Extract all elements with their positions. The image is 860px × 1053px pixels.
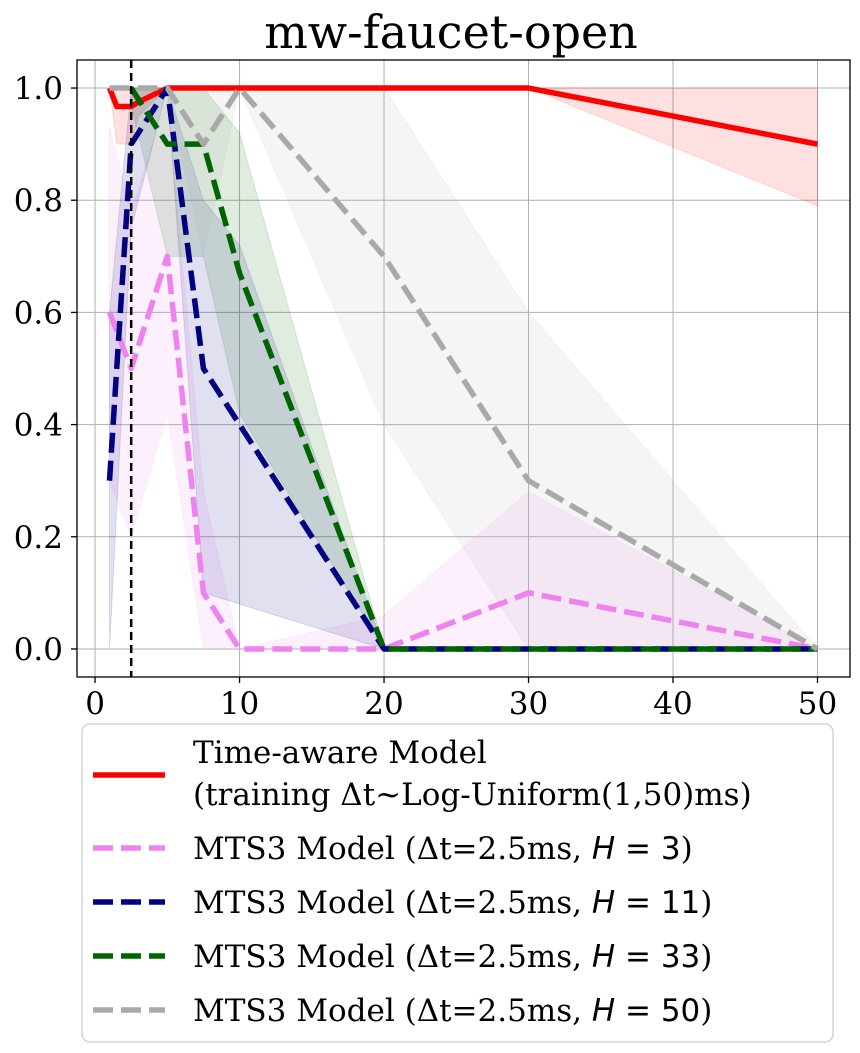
legend-label-2-h: H	[592, 885, 625, 921]
legend-label-1-prefix: MTS3 Model (Δt=2.5ms,	[193, 831, 592, 867]
x-tick-label-0: 0	[85, 686, 105, 722]
legend-label-3: MTS3 Model (Δt=2.5ms, H = 33)	[193, 939, 712, 975]
legend-label-1: MTS3 Model (Δt=2.5ms, H = 3)	[193, 831, 693, 867]
series-line-3	[128, 86, 818, 652]
legend: Time-aware Model (training Δt~Log-Uniform…	[81, 723, 834, 1043]
confidence-bands	[108, 86, 819, 650]
x-tick-label-4: 40	[653, 686, 692, 722]
legend-label-3-close: )	[700, 939, 712, 975]
chart-title: mw-faucet-open	[264, 5, 638, 59]
y-tick-label-4: 0.8	[14, 183, 63, 219]
legend-frame	[81, 723, 834, 1043]
legend-label-3-value: = 33	[625, 939, 700, 975]
legend-label-4: MTS3 Model (Δt=2.5ms, H = 50)	[193, 993, 712, 1029]
legend-label-3-h: H	[592, 939, 625, 975]
y-tick-label-2: 0.4	[14, 408, 63, 444]
legend-label-0-line-1: (training Δt~Log-Uniform(1,50)ms)	[193, 777, 752, 813]
y-axis-ticks: 0.0 0.2 0.4 0.6 0.8 1.0	[14, 71, 77, 668]
legend-label-4-value: = 50	[625, 993, 700, 1029]
series-line-0	[106, 85, 819, 147]
x-tick-label-1: 10	[220, 686, 259, 722]
y-tick-label-5: 1.0	[14, 71, 63, 107]
legend-label-0-line-0: Time-aware Model	[193, 735, 487, 771]
y-tick-label-3: 0.6	[14, 295, 63, 331]
x-axis-ticks: 0 10 20 30 40 50	[85, 677, 837, 722]
legend-label-2-prefix: MTS3 Model (Δt=2.5ms,	[193, 885, 592, 921]
legend-label-1-value: = 3	[625, 831, 681, 867]
x-tick-label-2: 20	[364, 686, 403, 722]
x-tick-label-3: 30	[509, 686, 548, 722]
series-lines	[106, 85, 819, 652]
legend-label-1-close: )	[681, 831, 693, 867]
legend-label-3-prefix: MTS3 Model (Δt=2.5ms,	[193, 939, 592, 975]
legend-label-1-h: H	[592, 831, 625, 867]
series-line-4	[109, 85, 819, 652]
y-tick-label-1: 0.2	[14, 520, 63, 556]
plot-frame	[76, 59, 851, 678]
x-tick-label-5: 50	[798, 686, 837, 722]
series-line-1	[106, 253, 819, 652]
series-line-2	[106, 85, 818, 652]
legend-label-4-close: )	[700, 993, 712, 1029]
legend-label-4-prefix: MTS3 Model (Δt=2.5ms,	[193, 993, 592, 1029]
legend-label-2: MTS3 Model (Δt=2.5ms, H = 11)	[193, 885, 712, 921]
legend-label-2-close: )	[700, 885, 712, 921]
legend-label-2-value: = 11	[625, 885, 700, 921]
y-tick-label-0: 0.0	[14, 632, 63, 668]
legend-label-4-h: H	[592, 993, 625, 1029]
